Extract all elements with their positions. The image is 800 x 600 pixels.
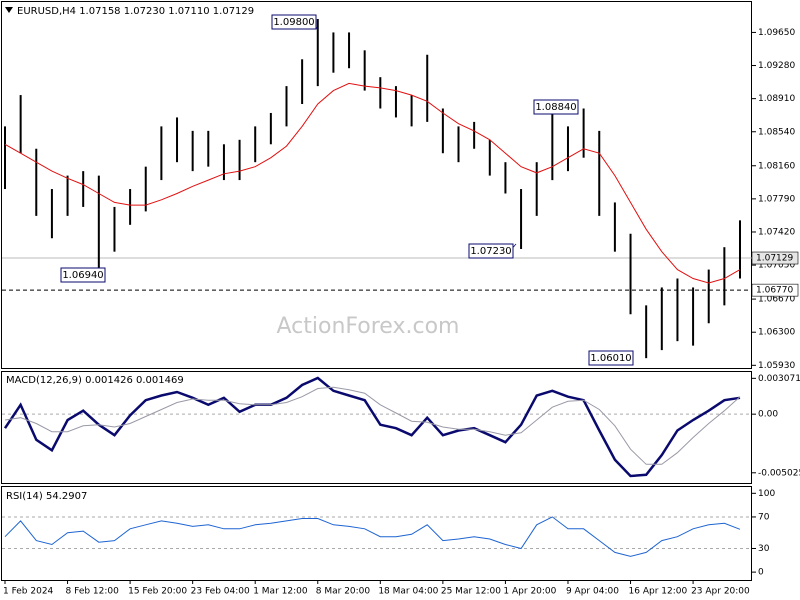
annotation-box	[271, 14, 317, 30]
y-tick-label: 0.003071	[758, 374, 800, 384]
annotation-box	[468, 243, 514, 259]
x-tick-label: 16 Apr 12:00	[629, 587, 688, 597]
x-tick-label: 25 Mar 12:00	[441, 587, 501, 597]
x-tick-label: 9 Apr 04:00	[566, 587, 619, 597]
x-tick-label: 23 Apr 20:00	[691, 587, 750, 597]
x-tick-label: 1 Apr 20:00	[503, 587, 556, 597]
price-label-box	[751, 251, 799, 265]
macd-pane	[1, 371, 752, 484]
price-label: 1.06770	[756, 286, 793, 296]
price-pane	[1, 1, 752, 369]
y-tick-label: 1.08910	[758, 94, 795, 104]
annotation-box	[588, 350, 634, 366]
y-tick-label: 1.05930	[758, 361, 795, 371]
annotation: 1.06940	[62, 270, 103, 281]
x-tick-label: 1 Mar 12:00	[253, 587, 308, 597]
y-tick-label: 1.08540	[758, 127, 795, 137]
x-tick-label: 15 Feb 20:00	[128, 587, 187, 597]
y-tick-label: 1.09650	[758, 28, 795, 38]
annotation: 1.06010	[590, 353, 631, 364]
y-tick-label: 1.09280	[758, 61, 795, 71]
series-line	[4, 386, 741, 465]
x-tick-label: 8 Mar 20:00	[316, 587, 371, 597]
y-tick-label: 70	[758, 512, 770, 522]
y-tick-label: 1.08160	[758, 161, 795, 171]
price-label: 1.07129	[756, 254, 793, 264]
y-tick-label: 1.07790	[758, 194, 795, 204]
x-tick-label: 8 Feb 12:00	[66, 587, 120, 597]
pane-title: EURUSD,H4 1.07158 1.07230 1.07110 1.0712…	[17, 6, 254, 17]
price-label-box	[751, 283, 799, 297]
y-tick-label: 30	[758, 544, 770, 554]
pane-title: RSI(14) 54.2907	[6, 491, 87, 502]
watermark: ActionForex.com	[277, 314, 460, 339]
rsi-pane	[1, 486, 752, 581]
y-tick-label: 1.07050	[758, 261, 795, 271]
x-tick-label: 23 Feb 04:00	[191, 587, 250, 597]
x-tick-label: 1 Feb 2024	[3, 587, 54, 597]
series-line	[4, 82, 741, 284]
annotation-box	[60, 267, 106, 283]
y-tick-label: 1.07420	[758, 227, 795, 237]
series-line	[3, 376, 741, 478]
annotation: 1.07230	[470, 246, 511, 257]
y-tick-label: 0.00	[758, 410, 778, 420]
annotation-box	[533, 99, 579, 115]
y-tick-label: 0	[758, 568, 764, 578]
y-tick-label: 1.06300	[758, 328, 795, 338]
x-tick-label: 18 Mar 04:00	[378, 587, 438, 597]
annotation: 1.09800	[273, 17, 314, 28]
y-tick-label: -0.005025	[758, 468, 800, 478]
pane-title: MACD(12,26,9) 0.001426 0.001469	[6, 375, 184, 386]
y-tick-label: 100	[758, 489, 775, 499]
menu-triangle	[5, 7, 13, 13]
series-line	[4, 516, 741, 557]
annotation: 1.08840	[535, 102, 576, 113]
y-tick-label: 1.06670	[758, 295, 795, 305]
